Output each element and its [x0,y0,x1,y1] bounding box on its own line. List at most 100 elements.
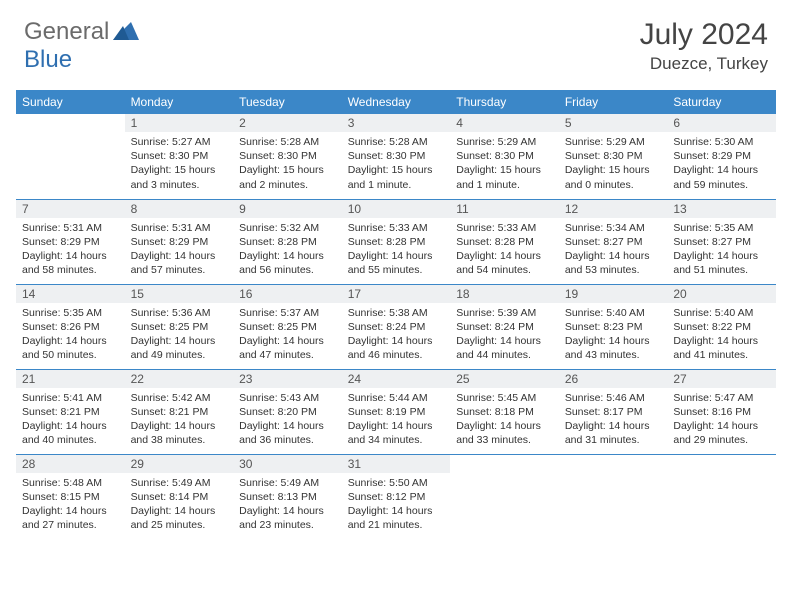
day-number: 11 [450,200,559,218]
day-details: Sunrise: 5:38 AMSunset: 8:24 PMDaylight:… [342,303,451,367]
sunrise-text: Sunrise: 5:40 AM [673,306,770,320]
day-details: Sunrise: 5:28 AMSunset: 8:30 PMDaylight:… [233,132,342,196]
sunset-text: Sunset: 8:17 PM [565,405,662,419]
sunset-text: Sunset: 8:18 PM [456,405,553,419]
day-number: 16 [233,285,342,303]
day-details: Sunrise: 5:36 AMSunset: 8:25 PMDaylight:… [125,303,234,367]
day-number: 12 [559,200,668,218]
daylight-text: Daylight: 14 hours and 40 minutes. [22,419,119,447]
sunset-text: Sunset: 8:25 PM [131,320,228,334]
day-details: Sunrise: 5:40 AMSunset: 8:22 PMDaylight:… [667,303,776,367]
daylight-text: Daylight: 14 hours and 51 minutes. [673,249,770,277]
sunset-text: Sunset: 8:29 PM [673,149,770,163]
sunset-text: Sunset: 8:24 PM [348,320,445,334]
sunrise-text: Sunrise: 5:30 AM [673,135,770,149]
day-cell: 13Sunrise: 5:35 AMSunset: 8:27 PMDayligh… [667,199,776,284]
day-details: Sunrise: 5:49 AMSunset: 8:13 PMDaylight:… [233,473,342,537]
day-details: Sunrise: 5:45 AMSunset: 8:18 PMDaylight:… [450,388,559,452]
day-number: 21 [16,370,125,388]
daylight-text: Daylight: 14 hours and 27 minutes. [22,504,119,532]
sunrise-text: Sunrise: 5:33 AM [348,221,445,235]
day-cell [667,454,776,539]
day-details: Sunrise: 5:46 AMSunset: 8:17 PMDaylight:… [559,388,668,452]
day-cell: 8Sunrise: 5:31 AMSunset: 8:29 PMDaylight… [125,199,234,284]
sunrise-text: Sunrise: 5:31 AM [131,221,228,235]
day-details: Sunrise: 5:32 AMSunset: 8:28 PMDaylight:… [233,218,342,282]
day-number: 24 [342,370,451,388]
logo-text-general: General [24,18,109,46]
daylight-text: Daylight: 14 hours and 58 minutes. [22,249,119,277]
day-details: Sunrise: 5:39 AMSunset: 8:24 PMDaylight:… [450,303,559,367]
location-label: Duezce, Turkey [640,54,768,74]
logo-sub: Blue [24,46,72,74]
day-cell: 17Sunrise: 5:38 AMSunset: 8:24 PMDayligh… [342,284,451,369]
day-cell: 6Sunrise: 5:30 AMSunset: 8:29 PMDaylight… [667,114,776,199]
day-number: 20 [667,285,776,303]
day-cell [16,114,125,199]
sunrise-text: Sunrise: 5:28 AM [348,135,445,149]
day-number [667,455,776,473]
sunset-text: Sunset: 8:28 PM [456,235,553,249]
sunrise-text: Sunrise: 5:43 AM [239,391,336,405]
daylight-text: Daylight: 14 hours and 31 minutes. [565,419,662,447]
day-cell: 14Sunrise: 5:35 AMSunset: 8:26 PMDayligh… [16,284,125,369]
sunset-text: Sunset: 8:28 PM [239,235,336,249]
day-number: 6 [667,114,776,132]
day-number: 7 [16,200,125,218]
daylight-text: Daylight: 15 hours and 0 minutes. [565,163,662,191]
day-number: 17 [342,285,451,303]
day-number: 31 [342,455,451,473]
day-number: 25 [450,370,559,388]
day-number: 27 [667,370,776,388]
day-number: 13 [667,200,776,218]
day-details: Sunrise: 5:33 AMSunset: 8:28 PMDaylight:… [450,218,559,282]
sunset-text: Sunset: 8:12 PM [348,490,445,504]
daylight-text: Daylight: 14 hours and 43 minutes. [565,334,662,362]
day-cell: 24Sunrise: 5:44 AMSunset: 8:19 PMDayligh… [342,369,451,454]
daylight-text: Daylight: 14 hours and 57 minutes. [131,249,228,277]
day-number: 15 [125,285,234,303]
daylight-text: Daylight: 14 hours and 38 minutes. [131,419,228,447]
daylight-text: Daylight: 14 hours and 44 minutes. [456,334,553,362]
day-details: Sunrise: 5:35 AMSunset: 8:27 PMDaylight:… [667,218,776,282]
daylight-text: Daylight: 14 hours and 55 minutes. [348,249,445,277]
day-number: 5 [559,114,668,132]
day-details: Sunrise: 5:35 AMSunset: 8:26 PMDaylight:… [16,303,125,367]
day-cell [559,454,668,539]
logo-triangle-icon [113,20,139,45]
sunrise-text: Sunrise: 5:49 AM [239,476,336,490]
sunset-text: Sunset: 8:24 PM [456,320,553,334]
day-cell: 23Sunrise: 5:43 AMSunset: 8:20 PMDayligh… [233,369,342,454]
sunset-text: Sunset: 8:29 PM [22,235,119,249]
day-cell [450,454,559,539]
sunset-text: Sunset: 8:27 PM [673,235,770,249]
day-cell: 18Sunrise: 5:39 AMSunset: 8:24 PMDayligh… [450,284,559,369]
day-number: 3 [342,114,451,132]
day-number: 1 [125,114,234,132]
sunset-text: Sunset: 8:21 PM [22,405,119,419]
sunset-text: Sunset: 8:22 PM [673,320,770,334]
sunset-text: Sunset: 8:25 PM [239,320,336,334]
sunset-text: Sunset: 8:23 PM [565,320,662,334]
day-details: Sunrise: 5:41 AMSunset: 8:21 PMDaylight:… [16,388,125,452]
day-header: Saturday [667,90,776,114]
day-cell: 2Sunrise: 5:28 AMSunset: 8:30 PMDaylight… [233,114,342,199]
daylight-text: Daylight: 14 hours and 47 minutes. [239,334,336,362]
day-details: Sunrise: 5:33 AMSunset: 8:28 PMDaylight:… [342,218,451,282]
day-details: Sunrise: 5:29 AMSunset: 8:30 PMDaylight:… [450,132,559,196]
sunrise-text: Sunrise: 5:29 AM [565,135,662,149]
day-details: Sunrise: 5:31 AMSunset: 8:29 PMDaylight:… [125,218,234,282]
sunrise-text: Sunrise: 5:27 AM [131,135,228,149]
day-number [450,455,559,473]
day-number: 19 [559,285,668,303]
daylight-text: Daylight: 14 hours and 41 minutes. [673,334,770,362]
day-header-row: Sunday Monday Tuesday Wednesday Thursday… [16,90,776,114]
sunset-text: Sunset: 8:30 PM [565,149,662,163]
day-details: Sunrise: 5:30 AMSunset: 8:29 PMDaylight:… [667,132,776,196]
sunrise-text: Sunrise: 5:42 AM [131,391,228,405]
day-cell: 16Sunrise: 5:37 AMSunset: 8:25 PMDayligh… [233,284,342,369]
daylight-text: Daylight: 14 hours and 23 minutes. [239,504,336,532]
day-cell: 4Sunrise: 5:29 AMSunset: 8:30 PMDaylight… [450,114,559,199]
day-details: Sunrise: 5:50 AMSunset: 8:12 PMDaylight:… [342,473,451,537]
day-details: Sunrise: 5:34 AMSunset: 8:27 PMDaylight:… [559,218,668,282]
